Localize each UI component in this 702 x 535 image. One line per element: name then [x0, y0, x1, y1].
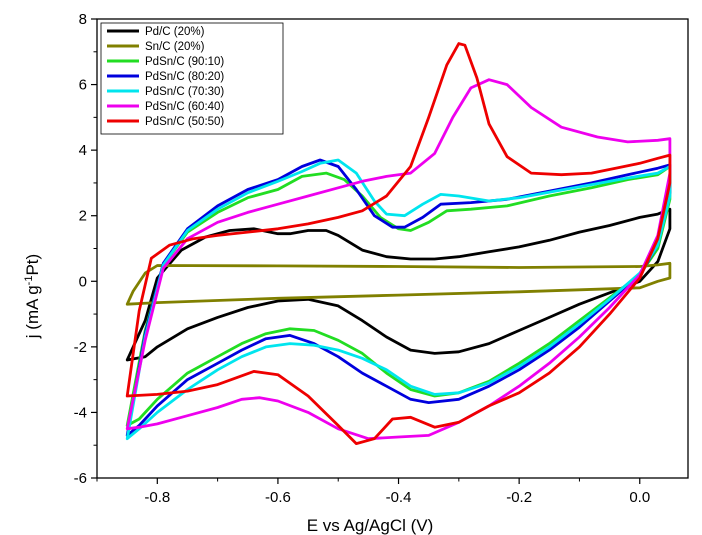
legend-entry: Sn/C (20%) [145, 41, 205, 53]
y-axis-label-end: Pt) [23, 254, 42, 276]
y-tick-label: 6 [79, 77, 87, 94]
legend: Pd/C (20%) Sn/C (20%) PdSn/C (90:10) PdSn/C… [100, 22, 284, 135]
y-tick-label: 0 [79, 273, 87, 290]
legend-entry: Pd/C (20%) [145, 26, 205, 38]
series-line [125, 207, 672, 362]
y-tick-label: -6 [74, 470, 87, 487]
series-line [125, 42, 672, 445]
y-axis-label: j (mA g-1Pt) [23, 254, 42, 339]
y-axis-label-main: j (mA g [23, 285, 42, 339]
y-axis-label-superscript: -1 [23, 276, 35, 286]
legend-entry: PdSn/C (50:50) [145, 116, 224, 128]
x-tick-label: -0.2 [506, 489, 532, 506]
legend-entry: PdSn/C (60:40) [145, 101, 224, 113]
y-tick-label: 4 [79, 142, 87, 159]
x-tick-label: -0.8 [144, 489, 170, 506]
y-tick-label: -4 [74, 404, 87, 421]
y-tick-label: 2 [79, 208, 87, 225]
legend-entry: PdSn/C (80:20) [145, 71, 224, 83]
legend-entry: PdSn/C (90:10) [145, 56, 224, 68]
series-line [125, 158, 672, 437]
axes: -0.8 -0.6 -0.4 -0.2 0.0 -6 -4 -2 0 2 4 6 8 [74, 11, 689, 506]
legend-box [100, 22, 284, 135]
x-axis-label: E vs Ag/AgCl (V) [307, 516, 434, 535]
x-tick-label: -0.4 [386, 489, 412, 506]
x-tick-label: -0.6 [265, 489, 291, 506]
y-tick-label: -2 [74, 339, 87, 356]
series-line [125, 261, 672, 306]
y-tick-label: 8 [79, 11, 87, 28]
x-tick-label: 0.0 [629, 489, 650, 506]
series-line [125, 78, 672, 441]
legend-entry: PdSn/C (70:30) [145, 86, 224, 98]
series-layer [125, 42, 672, 445]
